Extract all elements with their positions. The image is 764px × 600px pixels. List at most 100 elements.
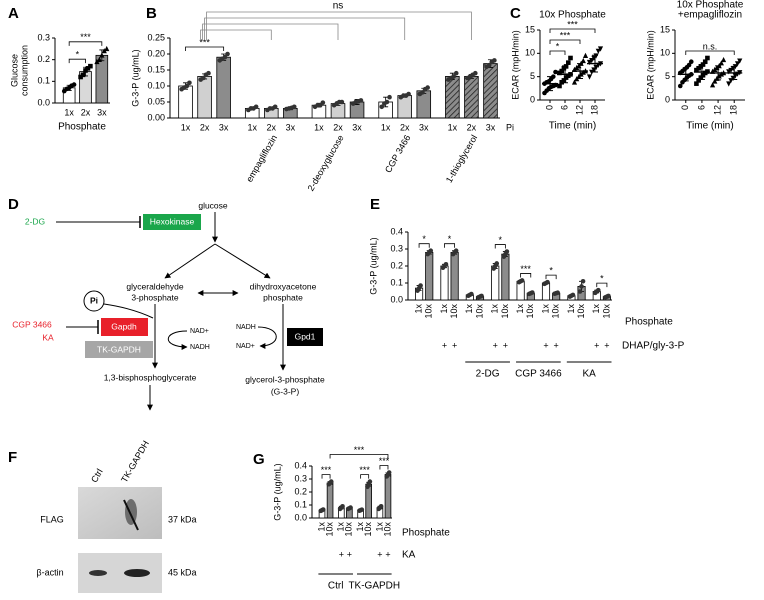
data-point [734, 61, 741, 67]
x-axis-label: Phosphate [402, 528, 450, 539]
error-bar [698, 64, 705, 80]
blot-band [125, 499, 137, 525]
y-tick-label: 0.1 [294, 499, 307, 509]
significance-bracket [549, 50, 566, 55]
node-label: (G-3-P) [271, 386, 300, 396]
data-point [702, 59, 708, 65]
y-tick-label: 10 [660, 48, 670, 58]
x-tick-label: 1x [540, 304, 550, 314]
x-tick-label: 3x [486, 122, 496, 132]
node-label: 3-phosphate [131, 292, 179, 302]
data-point [589, 58, 595, 64]
bar [440, 265, 449, 301]
significance-label: * [76, 50, 80, 60]
data-point [328, 479, 334, 484]
significance-label: *** [359, 465, 370, 475]
pi-circle [83, 290, 105, 312]
band-size: 37 kDa [168, 514, 197, 524]
x-tick-label: 1x [439, 304, 449, 314]
data-point [677, 83, 683, 89]
y-tick-label: 0.25 [147, 32, 165, 42]
inhibitor-label: 2-DG [25, 216, 45, 226]
data-point [291, 104, 297, 110]
panel-letter: B [146, 5, 157, 22]
x-tick-label: 1x [374, 522, 384, 532]
row-label: KA [402, 550, 416, 561]
y-tick-label: 0.05 [147, 96, 165, 106]
cofactor-label: NAD+ [190, 328, 209, 335]
y-tick-label: 0.4 [294, 460, 307, 470]
plus-mark: + [594, 340, 599, 350]
x-tick-label: 3x [352, 122, 362, 132]
y-tick-label: 0.0 [294, 512, 307, 522]
enzyme-label: Gapdh [111, 321, 137, 331]
x-tick-label: 0 [680, 105, 690, 110]
x-tick-label: 2x [333, 122, 343, 132]
data-point [726, 81, 732, 87]
x-tick-label: 2x [467, 122, 477, 132]
group-label: 2-DG [476, 369, 500, 380]
x-tick-label: 6 [559, 105, 569, 110]
plus-mark: + [339, 549, 344, 559]
enzyme-box [287, 328, 323, 346]
inhibitor-label: CGP 3466 [12, 319, 52, 329]
data-point [320, 100, 326, 105]
data-point [593, 53, 599, 59]
ns-bracket [200, 29, 272, 40]
arrow [257, 326, 277, 349]
significance-bracket [185, 46, 225, 51]
significance-label: *** [379, 456, 390, 466]
x-tick-label: 1x [448, 122, 458, 132]
data-point [579, 284, 584, 289]
x-tick-label: 10x [363, 522, 373, 537]
x-tick-label: 10x [576, 304, 586, 319]
data-point [718, 60, 724, 66]
bar [326, 482, 334, 519]
significance-bracket [494, 244, 506, 249]
bar [197, 76, 212, 119]
data-point [104, 45, 110, 52]
cofactor-label: NAD+ [236, 343, 255, 350]
error-bar [592, 54, 598, 73]
arrow [164, 243, 216, 279]
data-point [83, 68, 88, 73]
plus-mark: + [503, 340, 508, 350]
y-tick-label: 0.3 [37, 32, 50, 42]
x-tick-label: 1x [490, 304, 500, 314]
data-point [559, 68, 564, 74]
band-size: 45 kDa [168, 567, 197, 577]
y-tick-label: 0.10 [147, 80, 165, 90]
data-point [718, 71, 724, 77]
data-point [85, 66, 91, 71]
data-point [705, 55, 710, 61]
group-label: KA [582, 369, 596, 380]
x-tick-label: 1x [64, 107, 74, 117]
plus-mark: + [442, 340, 447, 350]
error-bar [731, 65, 738, 80]
panel-letter: C [510, 5, 521, 22]
blot-band [123, 499, 139, 531]
x-axis-label: Time (min) [549, 121, 596, 132]
data-point [504, 249, 510, 254]
data-point [386, 470, 392, 475]
x-tick-label: 3x [219, 122, 229, 132]
bar [483, 63, 498, 119]
data-point [519, 278, 525, 283]
data-point [580, 57, 586, 64]
x-tick-label: 1x [566, 304, 576, 314]
cofactor-label: NADH [190, 344, 210, 351]
significance-label: ns [333, 1, 344, 12]
plus-mark: + [347, 549, 352, 559]
significance-bracket [549, 28, 596, 33]
data-point [339, 99, 345, 105]
y-axis-label: G-3-P (ug/mL) [272, 463, 282, 520]
group-label: CGP 3466 [383, 133, 413, 174]
significance-label: *** [321, 465, 332, 475]
x-tick-label: 1x [181, 122, 191, 132]
data-point [379, 104, 385, 110]
blot-image [78, 487, 162, 539]
data-point [94, 58, 100, 65]
plus-mark: + [554, 340, 559, 350]
error-bar [547, 76, 553, 92]
y-tick-label: 0.0 [390, 294, 403, 304]
